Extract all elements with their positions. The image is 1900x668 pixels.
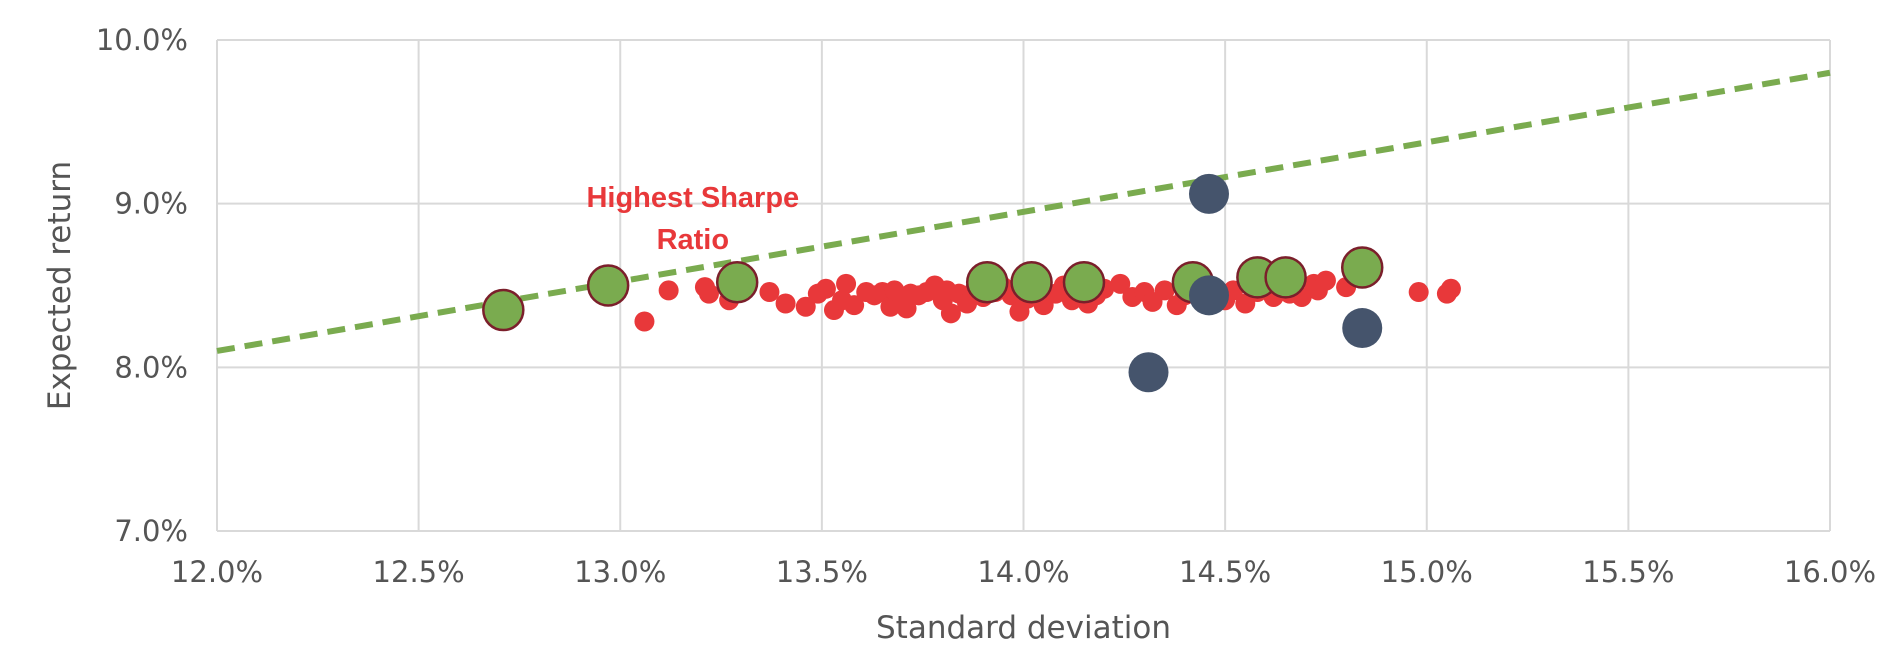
annotation-label: Highest Sharpe: [586, 182, 799, 214]
y-tick-label: 9.0%: [114, 187, 188, 221]
data-point: [940, 303, 961, 324]
data-point: [965, 260, 1009, 304]
x-tick-label: 12.0%: [171, 555, 263, 589]
y-tick-label: 8.0%: [114, 350, 188, 384]
y-axis-title: Expected return: [42, 161, 78, 410]
data-point: [658, 280, 679, 301]
data-point: [1010, 260, 1053, 304]
data-point: [1188, 275, 1229, 316]
y-tick-label: 7.0%: [114, 514, 188, 548]
data-point: [715, 260, 759, 304]
annotation-label: Ratio: [657, 224, 730, 256]
data-point: [1340, 246, 1384, 289]
trend-line-layer: [216, 69, 1831, 354]
data-point: [1264, 256, 1307, 299]
data-point: [1408, 282, 1429, 303]
data-point: [1188, 173, 1229, 214]
data-point: [698, 283, 719, 304]
data-point: [815, 278, 836, 299]
x-tick-label: 14.0%: [977, 555, 1069, 589]
annotation-layer: Highest Sharpe Ratio: [586, 182, 799, 256]
data-points: [482, 173, 1461, 393]
data-point: [1154, 280, 1175, 301]
x-tick-labels: 12.0% 12.5% 13.0% 13.5% 14.0% 14.5% 15.0% 15.5%…: [171, 555, 1876, 589]
x-tick-label: 12.5%: [373, 555, 465, 589]
data-point: [1315, 270, 1336, 291]
x-tick-label: 15.5%: [1582, 555, 1674, 589]
data-point: [759, 282, 780, 303]
data-point: [1440, 278, 1461, 299]
y-tick-labels: 7.0% 8.0% 9.0% 10.0%: [96, 23, 188, 548]
x-tick-label: 13.0%: [574, 555, 666, 589]
data-point: [1110, 273, 1131, 294]
data-point: [844, 295, 865, 316]
data-point: [634, 311, 655, 332]
data-point: [482, 288, 525, 332]
y-tick-label: 10.0%: [96, 23, 188, 57]
trend-line: [216, 69, 1831, 354]
x-axis-title: Standard deviation: [876, 610, 1171, 646]
data-point: [836, 273, 857, 294]
data-point: [1062, 260, 1106, 304]
x-tick-label: 13.5%: [776, 555, 868, 589]
x-tick-label: 16.0%: [1784, 555, 1876, 589]
data-point: [775, 293, 796, 314]
data-point: [1128, 352, 1169, 393]
data-point: [586, 264, 630, 307]
data-point: [957, 293, 978, 314]
data-point: [795, 296, 816, 317]
x-tick-label: 15.0%: [1381, 555, 1473, 589]
data-point: [1342, 308, 1383, 349]
x-tick-label: 14.5%: [1179, 555, 1271, 589]
